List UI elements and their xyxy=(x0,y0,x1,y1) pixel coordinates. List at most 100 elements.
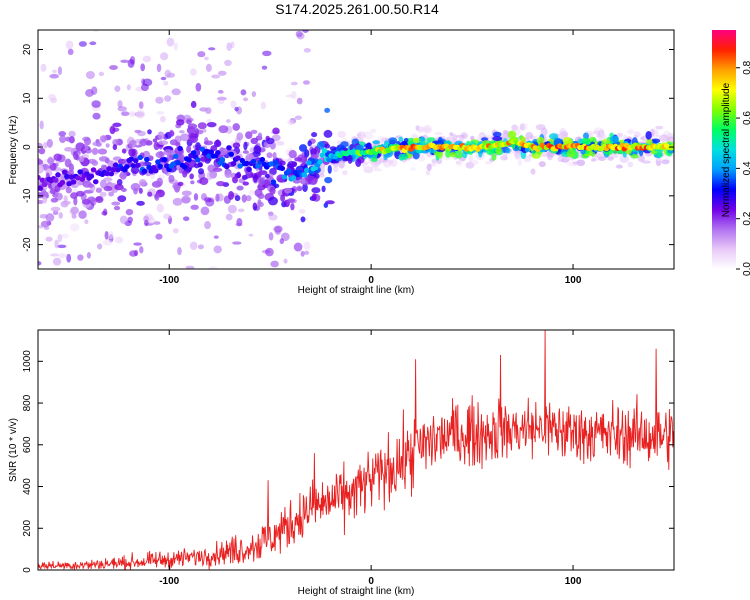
spectrogram-cell xyxy=(217,99,225,105)
spectrogram-cell xyxy=(434,131,443,136)
spectrogram-cell xyxy=(211,74,221,79)
spectrogram-cell xyxy=(92,148,100,154)
spectrogram-cell xyxy=(71,213,77,219)
spectrogram-cell xyxy=(224,170,232,178)
spectrogram-cell xyxy=(243,141,248,151)
spectrogram-ridge-cell xyxy=(106,166,112,172)
spectrogram-cell xyxy=(112,144,118,151)
spectrogram-cell xyxy=(274,141,285,146)
spectrogram-cell xyxy=(189,173,194,180)
spectrogram-cell xyxy=(202,128,207,133)
spectrogram-ridge-cell xyxy=(124,164,130,170)
spectrogram-cell xyxy=(398,153,405,161)
spectrogram-cell xyxy=(156,203,165,213)
spectrogram-cell xyxy=(258,315,267,320)
spectrogram-cell xyxy=(151,272,157,281)
spectrogram-cell xyxy=(630,154,639,159)
spectrogram-cell xyxy=(291,90,297,100)
spectrogram-cell xyxy=(337,131,346,139)
spectrogram-cell xyxy=(111,201,121,206)
spectrogram-cell xyxy=(101,211,108,216)
spectrogram-cell xyxy=(622,134,628,140)
spectrogram-cell xyxy=(53,153,63,161)
spectrogram-cell xyxy=(417,126,425,133)
spectrogram-cell xyxy=(288,150,297,159)
spectrogram-cell xyxy=(321,185,326,193)
spectrogram-cell xyxy=(270,260,279,268)
spectrogram-cell xyxy=(182,170,188,178)
y-tick-label: 800 xyxy=(22,394,33,411)
spectrogram-ridge-cell xyxy=(226,145,232,151)
spectrogram-cell xyxy=(152,138,158,143)
spectrogram-cell xyxy=(480,133,485,137)
spectrogram-cell xyxy=(119,170,127,180)
spectrogram-cell xyxy=(69,223,80,232)
spectrogram-cell xyxy=(410,167,416,171)
spectrogram-cell xyxy=(468,154,474,163)
spectrogram-cell xyxy=(190,100,197,109)
spectrogram-cell xyxy=(77,254,84,261)
spectrogram-ridge-cell xyxy=(66,181,72,187)
spectrogram-cell xyxy=(70,206,79,215)
spectrogram-cell xyxy=(112,307,118,311)
snr-series-line xyxy=(37,329,675,571)
spectrogram-ridge-cell xyxy=(237,163,243,169)
spectrogram-cell xyxy=(125,208,134,216)
spectrogram-cell xyxy=(206,121,217,128)
spectrogram-cell xyxy=(92,30,100,33)
spectrogram-cell xyxy=(147,191,153,197)
spectrogram-cell xyxy=(138,101,144,110)
spectrogram-cell xyxy=(137,289,145,295)
spectrogram-cell xyxy=(224,59,232,67)
snr-y-label: SNR (10 * v/v) xyxy=(8,418,19,482)
spectrogram-cell xyxy=(627,161,634,168)
spectrogram-cell xyxy=(287,198,295,203)
spectrogram-cell xyxy=(456,134,465,138)
spectrogram-cell xyxy=(616,132,623,138)
spectrogram-cell xyxy=(598,156,606,162)
spectrogram-cell xyxy=(190,283,199,290)
spectrogram-cell xyxy=(79,155,85,163)
spectrogram-cell xyxy=(64,147,74,152)
y-tick-label: 200 xyxy=(22,519,33,536)
spectrogram-ridge-cell xyxy=(306,160,312,166)
spectrogram-cell xyxy=(296,185,303,192)
spectrogram-cell xyxy=(56,315,62,320)
spectrogram-cell xyxy=(156,177,163,187)
spectrogram-cell xyxy=(292,179,301,184)
spectrogram-cell xyxy=(127,59,135,68)
spectrogram-cell xyxy=(142,55,152,63)
y-tick-label: 20 xyxy=(22,44,33,56)
spectrogram-cell xyxy=(187,123,198,130)
x-tick-label: -100 xyxy=(159,576,179,587)
spectrogram-ridge-cell xyxy=(223,164,230,170)
spectrogram-cell xyxy=(302,80,310,85)
spectrogram-cell xyxy=(128,111,137,117)
spectrogram-cell xyxy=(309,158,320,164)
spectrogram-cell xyxy=(117,195,127,203)
spectrogram-cell xyxy=(204,56,209,61)
spectrogram-ridge-cell xyxy=(77,169,83,175)
spectrogram-cell xyxy=(190,204,199,210)
spectrogram-cell xyxy=(250,137,259,145)
spectrogram-ridge-cell xyxy=(326,157,332,163)
spectrogram-ridge-cell xyxy=(157,163,163,169)
spectrogram-cell xyxy=(234,106,239,112)
spectrogram-cell xyxy=(248,233,254,237)
spectrogram-cell xyxy=(470,135,475,141)
spectrogram-cell xyxy=(449,151,457,158)
spectrogram-ridge-cell xyxy=(88,173,95,179)
spectrogram-cell xyxy=(268,232,274,241)
spectrogram-cell xyxy=(75,190,85,197)
spectrogram-cell xyxy=(273,288,283,291)
spectrogram-cell xyxy=(78,210,87,219)
y-tick-label: -10 xyxy=(22,188,33,203)
spectrogram-cell xyxy=(363,131,374,140)
spectrogram-cell xyxy=(294,157,303,162)
spectrogram-cell xyxy=(95,142,102,147)
spectrogram-ridge-cell xyxy=(259,156,266,163)
spectrogram-cell xyxy=(114,183,124,191)
spectrogram-ridge-cell xyxy=(137,154,143,161)
spectrogram-ridge-cell xyxy=(243,160,250,166)
colorbar-ticks: 0.0 0.2 0.4 0.6 0.8 xyxy=(736,60,750,276)
